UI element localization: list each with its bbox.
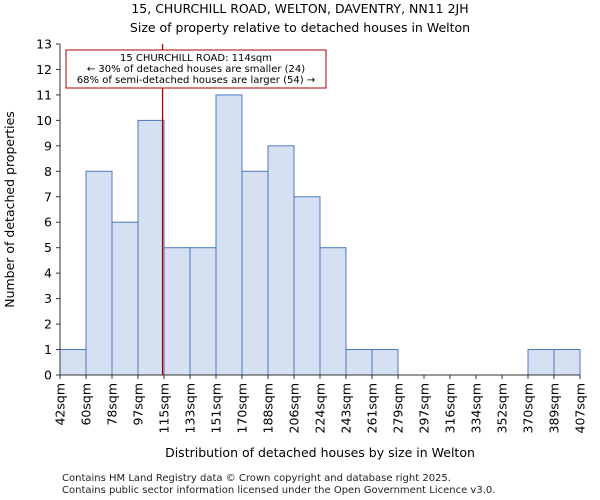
footer-copyright: Contains HM Land Registry data © Crown c… — [62, 473, 451, 484]
y-tick-label: 0 — [44, 368, 52, 383]
x-tick-label: 224sqm — [313, 383, 328, 433]
y-tick-label: 7 — [44, 189, 52, 204]
x-tick-label: 316sqm — [443, 383, 458, 433]
y-tick-label: 8 — [44, 164, 52, 179]
chart-title-line1: 15, CHURCHILL ROAD, WELTON, DAVENTRY, NN… — [131, 1, 469, 16]
x-tick-label: 78sqm — [105, 383, 120, 426]
y-tick-label: 1 — [44, 342, 52, 357]
y-tick-label: 12 — [36, 62, 52, 77]
histogram-bar — [345, 349, 373, 376]
x-tick-label: 261sqm — [365, 383, 380, 433]
histogram-bar — [527, 349, 555, 376]
histogram-bar — [137, 119, 165, 376]
y-tick-label: 9 — [44, 138, 52, 153]
histogram-bar — [215, 94, 243, 376]
histogram-bar — [267, 145, 295, 376]
y-tick-label: 6 — [44, 215, 52, 230]
x-tick-label: 60sqm — [79, 383, 94, 426]
x-tick-label: 279sqm — [391, 383, 406, 433]
y-tick-label: 3 — [44, 291, 52, 306]
histogram-bar — [59, 349, 87, 376]
y-tick-label: 5 — [44, 240, 52, 255]
chart-title-line2: Size of property relative to detached ho… — [129, 20, 471, 35]
histogram-bar — [319, 247, 347, 376]
x-tick-label: 243sqm — [339, 383, 354, 433]
y-tick-label: 2 — [44, 317, 52, 332]
footer-licence: Contains public sector information licen… — [62, 485, 496, 496]
histogram-bar — [163, 247, 191, 376]
histogram-bar — [189, 247, 217, 376]
x-tick-label: 334sqm — [469, 383, 484, 433]
histogram-bar — [293, 196, 321, 376]
annotation-line: 15 CHURCHILL ROAD: 114sqm — [120, 53, 272, 64]
histogram-bar — [85, 170, 113, 376]
x-tick-label: 42sqm — [53, 383, 68, 426]
histogram-bar — [241, 170, 269, 376]
y-axis-label: Number of detached properties — [2, 111, 17, 308]
histogram-bar — [553, 349, 581, 376]
annotation-box — [65, 49, 327, 89]
x-axis-label: Distribution of detached houses by size … — [165, 445, 475, 460]
annotation-line: 68% of semi-detached houses are larger (… — [77, 75, 315, 86]
x-tick-label: 188sqm — [261, 383, 276, 433]
x-tick-label: 370sqm — [521, 383, 536, 433]
y-tick-label: 10 — [36, 113, 52, 128]
y-tick-label: 11 — [36, 87, 52, 102]
x-tick-label: 407sqm — [573, 383, 588, 433]
y-tick-label: 13 — [36, 37, 52, 52]
x-tick-label: 151sqm — [209, 383, 224, 433]
x-tick-label: 206sqm — [287, 383, 302, 433]
histogram-bar — [371, 349, 399, 376]
x-tick-label: 389sqm — [547, 383, 562, 433]
histogram-bar — [111, 221, 139, 376]
x-tick-label: 97sqm — [131, 383, 146, 426]
x-tick-label: 133sqm — [183, 383, 198, 433]
x-tick-label: 115sqm — [157, 383, 172, 433]
y-tick-label: 4 — [44, 266, 52, 281]
annotation-line: ← 30% of detached houses are smaller (24… — [87, 64, 305, 75]
x-tick-label: 352sqm — [495, 383, 510, 433]
x-tick-label: 170sqm — [235, 383, 250, 433]
x-tick-label: 297sqm — [417, 383, 432, 433]
